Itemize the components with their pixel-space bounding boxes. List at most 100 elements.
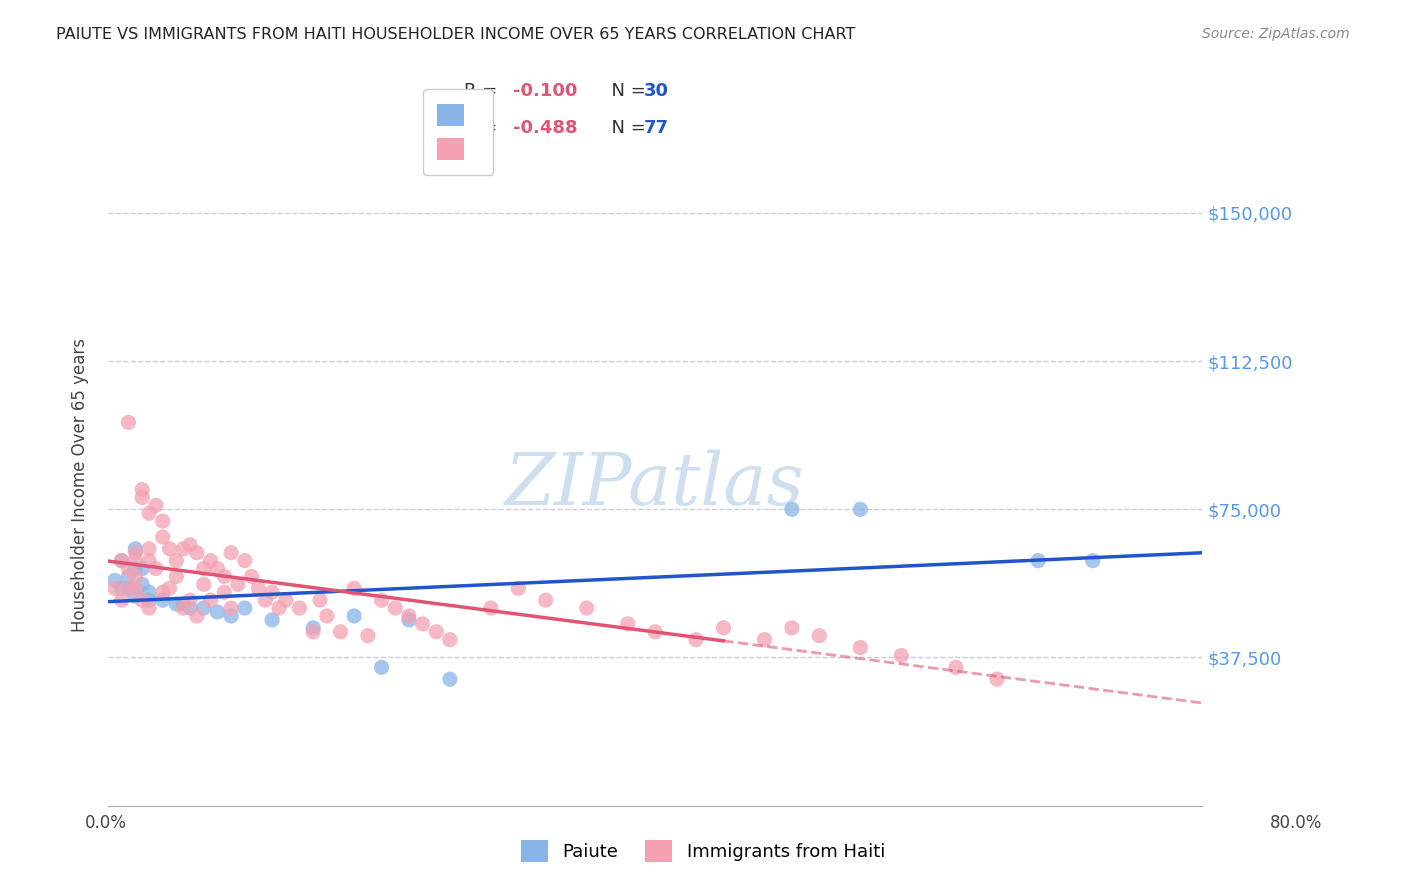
Point (200, 554, 222, 568)
Point (131, 561, 153, 575)
Point (117, 561, 139, 575)
Point (111, 582, 134, 596)
Point (111, 554, 134, 568)
Point (808, 629, 831, 643)
Point (219, 546, 242, 560)
Text: ZIPatlas: ZIPatlas (505, 450, 804, 520)
Point (117, 582, 139, 596)
Text: -0.100: -0.100 (513, 82, 578, 100)
Point (343, 582, 366, 596)
Point (240, 569, 263, 583)
Point (945, 660, 967, 674)
Point (117, 569, 139, 583)
Point (616, 616, 638, 631)
Point (207, 561, 229, 575)
Point (780, 502, 803, 516)
Point (111, 554, 134, 568)
Point (384, 601, 406, 615)
Point (124, 546, 146, 560)
Point (343, 609, 366, 624)
Point (890, 648, 912, 663)
Point (179, 593, 201, 607)
Point (138, 601, 160, 615)
Point (309, 593, 332, 607)
Point (398, 613, 420, 627)
Point (212, 569, 235, 583)
Point (138, 506, 160, 520)
Point (138, 585, 160, 599)
Text: N =: N = (600, 119, 652, 136)
Point (575, 601, 598, 615)
Point (1081, 554, 1104, 568)
Point (849, 502, 872, 516)
Text: 0.0%: 0.0% (84, 814, 127, 831)
Point (508, 582, 530, 596)
Point (412, 616, 434, 631)
Point (145, 499, 167, 513)
Point (233, 601, 256, 615)
Point (165, 554, 187, 568)
Point (193, 561, 215, 575)
Point (131, 483, 153, 497)
Point (165, 569, 187, 583)
Point (315, 609, 337, 624)
Point (370, 660, 392, 674)
Point (131, 577, 153, 591)
Text: -0.488: -0.488 (513, 119, 578, 136)
Point (1026, 554, 1049, 568)
Point (200, 593, 222, 607)
Point (117, 416, 139, 430)
Point (302, 621, 325, 635)
Point (534, 593, 557, 607)
Point (849, 640, 872, 655)
Y-axis label: Householder Income Over 65 years: Householder Income Over 65 years (72, 337, 89, 632)
Point (754, 632, 776, 647)
Point (124, 582, 146, 596)
Point (172, 597, 194, 611)
Point (117, 582, 139, 596)
Point (357, 629, 380, 643)
Point (262, 585, 284, 599)
Point (138, 554, 160, 568)
Text: 77: 77 (644, 119, 669, 136)
Point (152, 514, 174, 528)
Point (104, 574, 127, 588)
Point (226, 577, 249, 591)
Point (193, 577, 215, 591)
Point (111, 593, 134, 607)
Point (247, 582, 270, 596)
Point (212, 585, 235, 599)
Point (398, 609, 420, 624)
Point (131, 491, 153, 505)
Text: Source: ZipAtlas.com: Source: ZipAtlas.com (1202, 27, 1350, 41)
Text: 80.0%: 80.0% (1270, 814, 1323, 831)
Legend: Paiute, Immigrants from Haiti: Paiute, Immigrants from Haiti (513, 833, 893, 870)
Point (425, 624, 447, 639)
Point (193, 601, 215, 615)
Point (186, 609, 208, 624)
Point (172, 601, 194, 615)
Point (439, 672, 461, 686)
Point (302, 624, 325, 639)
Point (254, 593, 277, 607)
Point (329, 624, 352, 639)
Point (986, 672, 1008, 686)
Point (152, 585, 174, 599)
Point (124, 541, 146, 556)
Point (179, 601, 201, 615)
Point (713, 621, 735, 635)
Point (165, 597, 187, 611)
Point (479, 601, 502, 615)
Point (644, 624, 666, 639)
Point (439, 632, 461, 647)
Point (262, 613, 284, 627)
Text: N =: N = (600, 82, 652, 100)
Point (159, 582, 181, 596)
Text: R =: R = (464, 82, 502, 100)
Point (152, 530, 174, 544)
Point (152, 593, 174, 607)
Point (138, 593, 160, 607)
Point (288, 601, 311, 615)
Point (104, 582, 127, 596)
Point (186, 546, 208, 560)
